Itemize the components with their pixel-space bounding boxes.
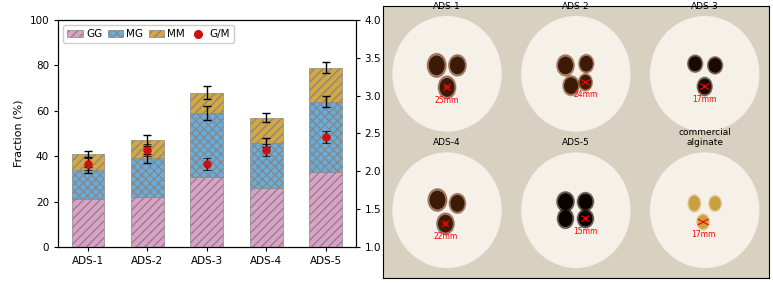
Text: 24mm: 24mm [574,91,598,99]
Ellipse shape [437,213,455,234]
Ellipse shape [559,57,572,74]
Ellipse shape [579,195,592,209]
Ellipse shape [698,216,708,228]
Ellipse shape [429,56,444,75]
Ellipse shape [579,211,592,226]
Ellipse shape [690,197,700,210]
Bar [250,188,283,247]
Text: 22mm: 22mm [434,232,458,241]
Ellipse shape [707,57,723,74]
Ellipse shape [440,79,454,96]
Ellipse shape [709,195,721,211]
Ellipse shape [577,209,594,228]
Bar [131,158,164,197]
Text: ADS-4: ADS-4 [433,139,461,147]
Ellipse shape [579,55,594,73]
Bar [190,113,223,177]
Ellipse shape [559,194,572,210]
Ellipse shape [557,55,574,76]
Text: 17mm: 17mm [693,95,717,104]
Bar [309,68,342,102]
Ellipse shape [580,76,591,89]
Text: 25mm: 25mm [435,95,459,105]
Circle shape [651,153,759,268]
Circle shape [522,153,630,268]
Ellipse shape [557,192,574,212]
Text: ADS-2: ADS-2 [562,2,590,11]
Bar [309,102,342,172]
Bar [71,154,104,170]
Text: 17mm: 17mm [691,230,715,239]
Circle shape [651,16,759,131]
Ellipse shape [565,78,577,93]
Ellipse shape [697,214,710,230]
Ellipse shape [451,196,464,211]
Bar [131,140,164,158]
Bar [250,118,283,143]
Ellipse shape [557,209,574,228]
Circle shape [393,153,501,268]
Legend: GG, MG, MM, G/M: GG, MG, MM, G/M [63,25,233,43]
Bar [131,197,164,247]
Circle shape [393,16,501,131]
Bar [250,143,283,188]
Circle shape [522,16,630,131]
Ellipse shape [697,77,712,96]
Bar [309,172,342,247]
Bar [190,93,223,113]
Text: commercial
alginate: commercial alginate [678,128,731,147]
Bar [190,177,223,247]
Y-axis label: G/M: G/M [386,122,397,145]
Ellipse shape [449,55,466,76]
Ellipse shape [563,76,579,95]
Ellipse shape [451,57,465,74]
Ellipse shape [438,216,452,232]
Ellipse shape [579,74,592,91]
Text: ADS-5: ADS-5 [562,139,590,147]
Ellipse shape [427,54,446,77]
Ellipse shape [688,55,703,72]
Text: ADS-1: ADS-1 [433,2,461,11]
Ellipse shape [577,193,594,211]
Bar [71,170,104,199]
Bar [71,199,104,247]
Ellipse shape [581,57,592,71]
Ellipse shape [690,57,701,70]
Ellipse shape [449,193,465,213]
Ellipse shape [428,189,447,211]
Ellipse shape [710,59,721,72]
Y-axis label: Fraction (%): Fraction (%) [14,100,24,167]
Ellipse shape [688,195,700,212]
Text: 15mm: 15mm [574,227,598,236]
Ellipse shape [710,197,720,210]
Ellipse shape [699,79,710,94]
Ellipse shape [430,191,444,209]
Ellipse shape [559,211,572,226]
Ellipse shape [438,76,456,99]
Text: ADS-3: ADS-3 [691,2,719,11]
